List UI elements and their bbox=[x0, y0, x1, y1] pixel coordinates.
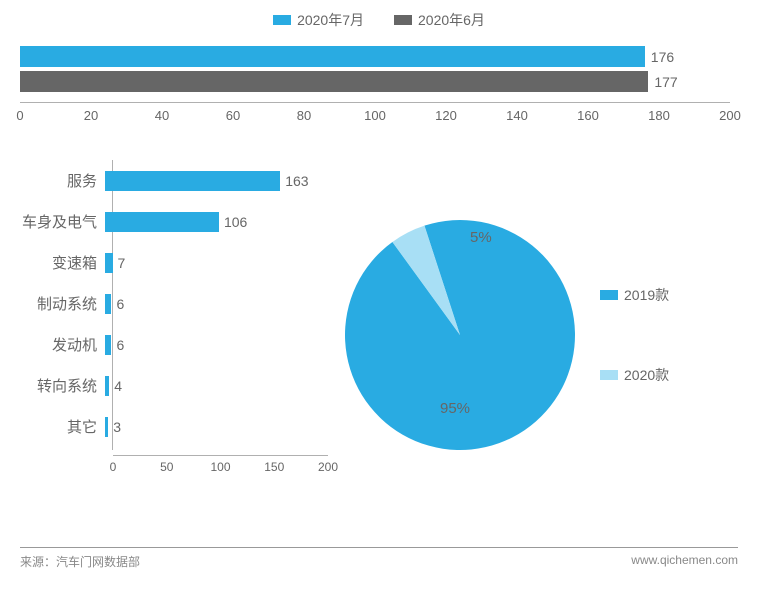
axis-tick: 140 bbox=[506, 108, 528, 123]
pie-chart: 5% 95% bbox=[340, 215, 580, 455]
category-label: 其它 bbox=[20, 416, 105, 437]
axis-tick: 0 bbox=[16, 108, 23, 123]
legend-swatch bbox=[394, 15, 412, 25]
category-bar bbox=[105, 417, 108, 437]
axis-tick: 180 bbox=[648, 108, 670, 123]
category-label: 车身及电气 bbox=[20, 211, 105, 232]
category-bar-chart: 服务 163 车身及电气 106 变速箱 7 制动系统 6 发动机 6 转向系统 4 其它 3 0 50 10… bbox=[20, 160, 330, 510]
axis-tick: 0 bbox=[110, 460, 117, 474]
pie-slice-label: 5% bbox=[470, 229, 492, 246]
bar-fill bbox=[20, 71, 648, 92]
footer: 来源：汽车门网数据部 www.qichemen.com bbox=[20, 547, 738, 570]
category-bar bbox=[105, 376, 109, 396]
category-row: 服务 163 bbox=[20, 160, 330, 201]
legend-label: 2020款 bbox=[624, 365, 669, 385]
legend-item: 2020款 bbox=[600, 365, 669, 385]
axis-tick: 150 bbox=[264, 460, 284, 474]
bar-value: 176 bbox=[651, 49, 674, 65]
category-row: 发动机 6 bbox=[20, 324, 330, 365]
category-row: 其它 3 bbox=[20, 406, 330, 447]
axis-tick: 100 bbox=[210, 460, 230, 474]
comparison-bar: 177 bbox=[20, 71, 678, 92]
legend-item: 2020年7月 bbox=[273, 10, 364, 30]
category-value: 7 bbox=[118, 255, 126, 271]
site-text: www.qichemen.com bbox=[631, 553, 738, 570]
category-label: 发动机 bbox=[20, 334, 105, 355]
category-value: 6 bbox=[116, 296, 124, 312]
pie-slice-label: 95% bbox=[440, 400, 470, 417]
legend-swatch bbox=[600, 370, 618, 380]
comparison-bar: 176 bbox=[20, 46, 674, 67]
category-value: 6 bbox=[116, 337, 124, 353]
legend-label: 2019款 bbox=[624, 285, 669, 305]
category-bar bbox=[105, 171, 280, 191]
category-row: 变速箱 7 bbox=[20, 242, 330, 283]
bar-value: 177 bbox=[654, 74, 677, 90]
category-label: 转向系统 bbox=[20, 375, 105, 396]
source-text: 来源：汽车门网数据部 bbox=[20, 553, 140, 570]
pie-legend: 2019款 2020款 bbox=[600, 285, 669, 385]
category-bar bbox=[105, 294, 111, 314]
category-bar bbox=[105, 212, 219, 232]
category-label: 服务 bbox=[20, 170, 105, 191]
category-row: 转向系统 4 bbox=[20, 365, 330, 406]
axis-tick: 50 bbox=[160, 460, 173, 474]
legend-swatch bbox=[600, 290, 618, 300]
top-legend: 2020年7月 2020年6月 bbox=[20, 10, 738, 30]
axis-tick: 60 bbox=[226, 108, 240, 123]
axis-tick: 200 bbox=[318, 460, 338, 474]
legend-label: 2020年6月 bbox=[418, 10, 485, 30]
comparison-bar-chart: 176177 020406080100120140160180200 bbox=[20, 40, 738, 145]
legend-label: 2020年7月 bbox=[297, 10, 364, 30]
axis-tick: 120 bbox=[435, 108, 457, 123]
category-value: 4 bbox=[114, 378, 122, 394]
axis-tick: 100 bbox=[364, 108, 386, 123]
category-bar bbox=[105, 335, 111, 355]
legend-swatch bbox=[273, 15, 291, 25]
axis-tick: 80 bbox=[297, 108, 311, 123]
axis-tick: 160 bbox=[577, 108, 599, 123]
category-value: 3 bbox=[113, 419, 121, 435]
category-bar bbox=[105, 253, 113, 273]
category-label: 变速箱 bbox=[20, 252, 105, 273]
pie-chart-panel: 5% 95% 2019款 2020款 bbox=[340, 160, 738, 510]
category-value: 106 bbox=[224, 214, 247, 230]
category-value: 163 bbox=[285, 173, 308, 189]
bar-fill bbox=[20, 46, 645, 67]
category-row: 车身及电气 106 bbox=[20, 201, 330, 242]
category-row: 制动系统 6 bbox=[20, 283, 330, 324]
legend-item: 2019款 bbox=[600, 285, 669, 305]
axis-tick: 20 bbox=[84, 108, 98, 123]
category-label: 制动系统 bbox=[20, 293, 105, 314]
axis-tick: 200 bbox=[719, 108, 741, 123]
axis-tick: 40 bbox=[155, 108, 169, 123]
legend-item: 2020年6月 bbox=[394, 10, 485, 30]
